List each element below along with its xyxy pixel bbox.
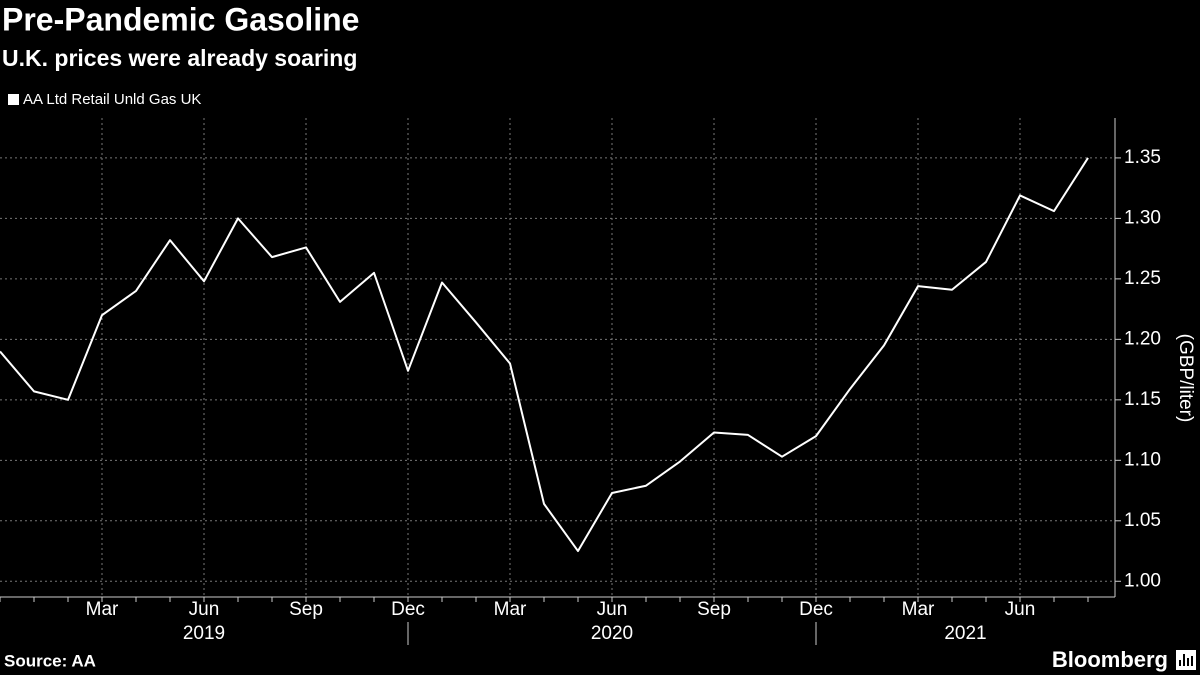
x-tick-label: Jun [1005, 599, 1036, 620]
y-tick-label: 1.35 [1124, 147, 1161, 168]
y-tick-label: 1.00 [1124, 570, 1161, 591]
x-tick-label: Dec [799, 599, 833, 620]
y-tick-label: 1.20 [1124, 328, 1161, 349]
legend-label: AA Ltd Retail Unld Gas UK [23, 91, 201, 108]
data-line [0, 157, 1089, 553]
x-tick-label: Mar [902, 599, 935, 620]
x-group-label: 2020 [591, 623, 633, 644]
x-tick-label: Mar [494, 599, 527, 620]
y-tick-label: 1.05 [1124, 510, 1161, 531]
y-tick-label: 1.25 [1124, 268, 1161, 289]
x-tick-label: Dec [391, 599, 425, 620]
chart-title: Pre-Pandemic Gasoline [2, 1, 359, 37]
chart-subtitle: U.K. prices were already soaring [2, 45, 357, 71]
source: Source: AA [4, 651, 96, 670]
y-tick-label: 1.30 [1124, 207, 1161, 228]
x-tick-label: Sep [697, 599, 731, 620]
legend-swatch [8, 94, 19, 105]
x-tick-label: Jun [189, 599, 220, 620]
brand-icon-bars [1179, 654, 1193, 666]
x-group-label: 2019 [183, 623, 225, 644]
brand: Bloomberg [1052, 647, 1168, 672]
y-axis-label: (GBP/liter) [1175, 334, 1196, 423]
x-tick-label: Mar [86, 599, 119, 620]
x-tick-label: Jun [597, 599, 628, 620]
x-group-label: 2021 [944, 623, 986, 644]
y-tick-label: 1.15 [1124, 389, 1161, 410]
x-tick-label: Sep [289, 599, 323, 620]
y-tick-label: 1.10 [1124, 449, 1161, 470]
